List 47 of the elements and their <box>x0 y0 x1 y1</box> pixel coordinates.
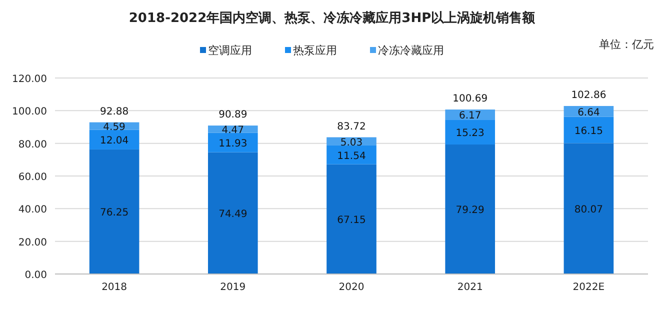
legend-label: 热泵应用 <box>293 44 337 57</box>
y-tick-label: 100.00 <box>12 106 47 118</box>
data-label: 6.64 <box>578 107 600 118</box>
legend-label: 空调应用 <box>208 44 252 57</box>
x-tick-label: 2022E <box>572 282 605 293</box>
x-tick-label: 2020 <box>338 282 364 293</box>
y-tick-label: 40.00 <box>18 204 47 216</box>
total-label: 102.86 <box>571 90 606 101</box>
data-label: 4.47 <box>222 125 244 136</box>
data-label: 5.03 <box>340 137 363 148</box>
y-tick-label: 80.00 <box>18 139 47 150</box>
total-label: 90.89 <box>218 110 248 121</box>
data-label: 79.29 <box>456 205 484 216</box>
data-label: 11.93 <box>218 138 248 150</box>
total-label: 100.69 <box>452 94 488 105</box>
data-label: 12.04 <box>100 136 129 147</box>
y-tick-label: 120.00 <box>12 74 47 85</box>
y-tick-label: 20.00 <box>18 237 47 248</box>
bar <box>208 152 258 274</box>
data-label: 67.15 <box>337 215 366 226</box>
bar <box>89 149 140 274</box>
data-label: 4.59 <box>103 122 126 134</box>
bar <box>445 120 496 144</box>
data-label: 16.15 <box>574 126 604 138</box>
bar <box>564 116 614 144</box>
x-tick-label: 2019 <box>220 282 246 293</box>
total-label: 83.72 <box>337 121 366 132</box>
bar <box>326 145 376 164</box>
bar <box>564 143 614 274</box>
bar <box>445 144 496 274</box>
x-tick-label: 2021 <box>457 282 483 293</box>
data-label: 6.17 <box>458 110 482 122</box>
legend-label: 冷冻冷藏应用 <box>378 44 444 57</box>
data-label: 11.54 <box>337 150 366 162</box>
x-tick-label: 2018 <box>102 282 128 293</box>
bar <box>326 164 376 274</box>
data-label: 15.23 <box>456 128 484 140</box>
y-tick-label: 60.00 <box>18 172 47 183</box>
data-label: 74.49 <box>218 209 248 220</box>
bar <box>208 132 258 152</box>
data-label: 76.25 <box>100 208 129 219</box>
data-label: 80.07 <box>574 204 604 216</box>
chart-title: 2018-2022年国内空调、热泵、冷冻冷藏应用3HP以上涡旋机销售额 <box>128 10 536 26</box>
text: 单位：亿元 <box>599 38 654 51</box>
total-label: 92.88 <box>100 106 129 118</box>
y-tick-label: 0.00 <box>24 270 47 281</box>
bar <box>89 130 140 150</box>
